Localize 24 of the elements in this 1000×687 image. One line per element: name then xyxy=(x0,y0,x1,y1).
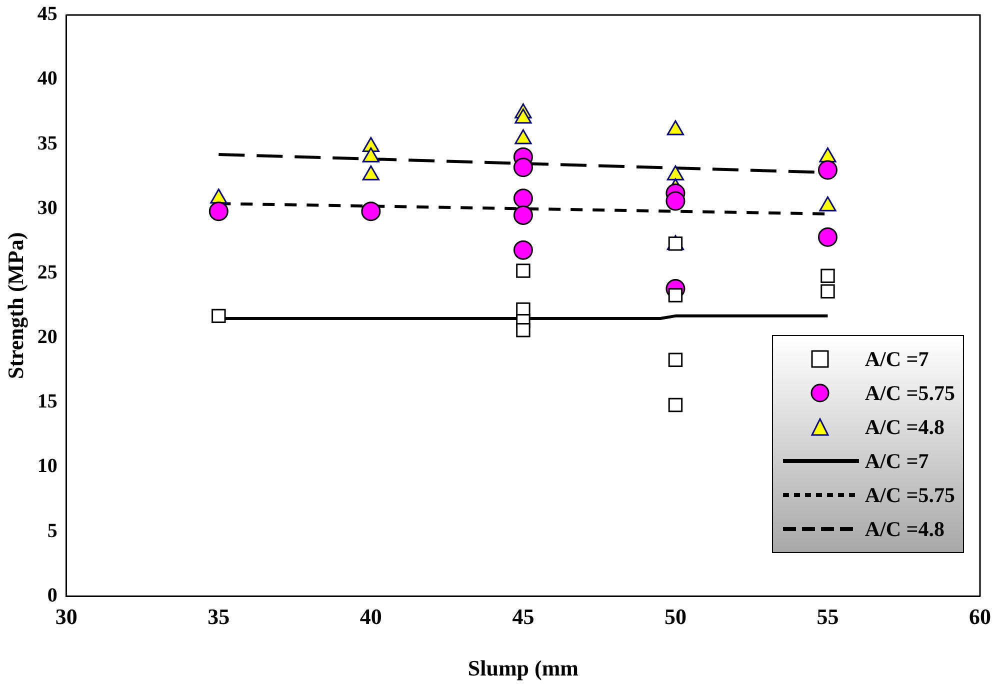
y-tick-label: 15 xyxy=(37,390,58,413)
x-tick-label: 45 xyxy=(512,604,534,630)
x-axis-title: Slump (mm xyxy=(468,655,579,680)
y-tick-label: 35 xyxy=(37,132,58,154)
y-tick-label: 10 xyxy=(37,455,58,478)
legend-label: A/C =7 xyxy=(864,346,929,372)
y-tick-label: 5 xyxy=(47,520,58,542)
y-tick-label: 40 xyxy=(37,68,58,90)
x-tick-label: 50 xyxy=(664,604,686,630)
y-axis-title: Strength (MPa) xyxy=(2,232,28,380)
x-tick-label: 40 xyxy=(360,604,382,630)
legend-label: A/C =4.8 xyxy=(864,516,944,542)
y-tick-label: 0 xyxy=(47,584,58,606)
y-tick-label: 25 xyxy=(37,261,58,284)
y-tick-label: 45 xyxy=(37,3,58,26)
legend-label: A/C =5.75 xyxy=(864,482,955,508)
x-tick-label: 60 xyxy=(969,604,991,630)
y-tick-label: 20 xyxy=(37,326,58,348)
legend-label: A/C =5.75 xyxy=(864,380,955,406)
y-tick-label: 30 xyxy=(37,196,58,219)
legend-label: A/C =4.8 xyxy=(864,414,944,440)
x-tick-label: 35 xyxy=(208,604,230,630)
legend-label: A/C =7 xyxy=(864,448,929,474)
x-tick-label: 55 xyxy=(816,604,839,630)
